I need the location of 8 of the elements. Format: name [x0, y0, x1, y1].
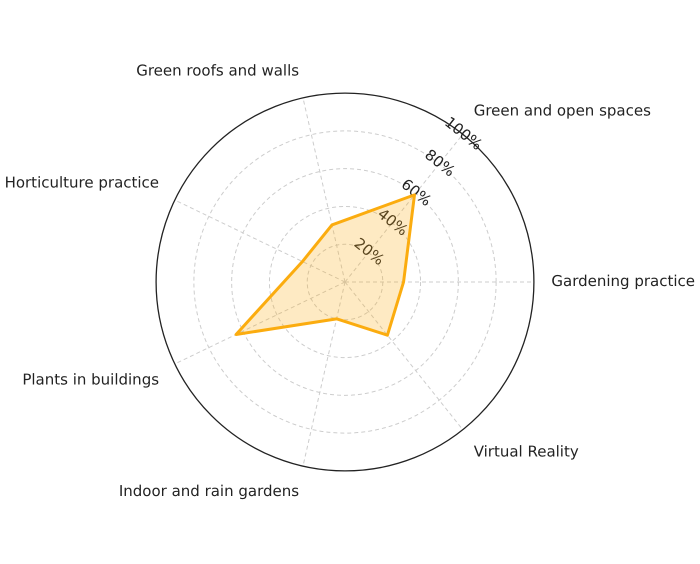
spoke-label: Virtual Reality [474, 442, 579, 460]
spoke-label: Green roofs and walls [136, 62, 300, 80]
spoke-label: Gardening practice [551, 272, 695, 290]
spoke-label: Green and open spaces [474, 102, 652, 120]
spoke-label: Horticulture practice [4, 173, 160, 192]
spoke-label: Indoor and rain gardens [118, 482, 300, 500]
spoke-label: Plants in buildings [22, 370, 160, 388]
y-tick-label: 40% [374, 204, 412, 240]
